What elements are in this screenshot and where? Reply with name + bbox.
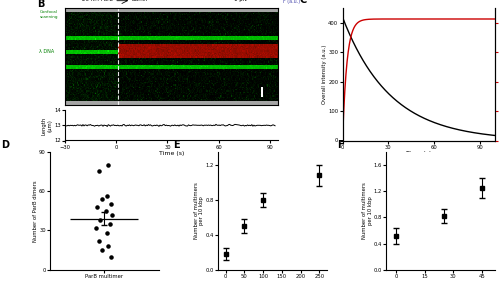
Y-axis label: Number of multimers
per 10 kbp: Number of multimers per 10 kbp (362, 182, 372, 239)
Text: Buffer: Buffer (132, 0, 148, 2)
Y-axis label: Number of multimers
per 10 kbp: Number of multimers per 10 kbp (194, 182, 204, 239)
Point (94, 205, 102, 209)
Text: F: F (338, 140, 344, 150)
Point (108, 212, 116, 217)
Text: F (a.u.): F (a.u.) (282, 0, 300, 4)
Point (107, 202, 115, 207)
Y-axis label: Overall intensity (a.u.): Overall intensity (a.u.) (322, 45, 327, 104)
Y-axis label: Number of ParB dimers: Number of ParB dimers (32, 180, 38, 242)
Point (96, 218, 104, 222)
Text: C: C (300, 0, 307, 5)
Point (95, 239, 103, 243)
Text: Confocal
scanning: Confocal scanning (40, 10, 58, 19)
Point (103, 231, 111, 235)
Text: B: B (37, 0, 44, 9)
Text: 1 pN: 1 pN (234, 0, 246, 2)
Point (92, 226, 100, 230)
Point (106, 222, 114, 226)
X-axis label: Time (s): Time (s) (406, 151, 431, 156)
Text: 20 nM ParB: 20 nM ParB (82, 0, 112, 2)
Point (98, 197, 106, 201)
Point (107, 254, 115, 259)
Point (95, 169, 103, 174)
Point (104, 163, 112, 167)
Text: λ DNA: λ DNA (40, 49, 54, 55)
Text: E: E (172, 140, 180, 150)
Text: D: D (1, 140, 9, 150)
Point (98, 248, 106, 252)
Point (103, 194, 111, 199)
Y-axis label: Length
(μm): Length (μm) (42, 116, 52, 135)
X-axis label: Time (s): Time (s) (159, 151, 184, 156)
Point (102, 209, 110, 213)
Point (104, 244, 112, 248)
